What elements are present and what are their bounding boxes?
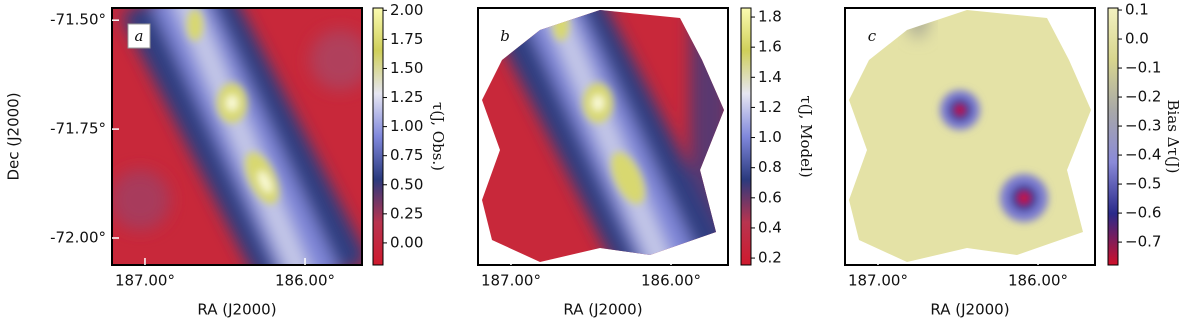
axes-frame — [477, 7, 729, 266]
colorbar-tick-label: 1.25 — [390, 88, 423, 106]
panel-label: c — [868, 27, 877, 45]
colorbar-tick-label: 0.2 — [758, 249, 782, 267]
colorbar-tick-label: 1.8 — [758, 8, 782, 26]
colorbar-tick-label: 1.4 — [758, 68, 782, 86]
x-tick-label: 186.00° — [1008, 272, 1068, 290]
x-axis-label: RA (J2000) — [197, 301, 276, 319]
colorbar-tick-label: −0.5 — [1125, 175, 1161, 193]
panel-label-box — [127, 23, 151, 49]
y-tick-label: -72.00° — [50, 228, 106, 246]
colorbar-label: τ(J, Model) — [797, 95, 815, 177]
colorbar — [1107, 7, 1119, 266]
colorbar-tick-label: 0.50 — [390, 175, 423, 193]
colorbar-tick-label: 2.00 — [390, 1, 423, 19]
colorbar-tick-label: 0.00 — [390, 233, 423, 251]
colorbar-tick-label: −0.7 — [1125, 233, 1161, 251]
colorbar-tick-label: 0.25 — [390, 204, 423, 222]
x-tick-label: 186.00° — [275, 272, 335, 290]
colorbar-tick-label: 1.50 — [390, 59, 423, 77]
map-image — [112, 8, 362, 265]
colorbar-tick-label: 1.00 — [390, 117, 423, 135]
colorbar-tick-label: −0.6 — [1125, 204, 1161, 222]
colorbar — [740, 7, 752, 266]
x-tick-label: 186.00° — [641, 272, 701, 290]
x-tick-label: 187.00° — [848, 272, 908, 290]
colorbar-tick-label: 0.4 — [758, 218, 782, 236]
colorbar-tick-label: 1.75 — [390, 30, 423, 48]
colorbar-tick-label: 0.6 — [758, 188, 782, 206]
x-axis-label: RA (J2000) — [563, 301, 642, 319]
x-tick-label: 187.00° — [115, 272, 175, 290]
colorbar-tick-label: −0.3 — [1125, 117, 1161, 135]
y-tick-label: -71.75° — [50, 120, 106, 138]
map-image — [849, 10, 1091, 262]
axes-frame — [111, 7, 363, 266]
y-axis-label: Dec (J2000) — [5, 92, 23, 180]
y-tick-label: -71.50° — [50, 11, 106, 29]
colorbar-tick-label: 1.6 — [758, 38, 782, 56]
panel-label: b — [500, 27, 510, 45]
colorbar-tick-label: 0.1 — [1125, 1, 1149, 19]
axes-frame — [844, 7, 1096, 266]
x-axis-label: RA (J2000) — [930, 301, 1009, 319]
colorbar-tick-label: 0.8 — [758, 158, 782, 176]
x-tick-label: 187.00° — [481, 272, 541, 290]
colorbar-tick-label: 0.75 — [390, 146, 423, 164]
colorbar — [372, 7, 384, 266]
colorbar-label: τ(J, Obs.) — [429, 102, 447, 171]
panel-label: a — [135, 27, 144, 45]
colorbar-tick-label: −0.4 — [1125, 146, 1161, 164]
colorbar-tick-label: 0.0 — [1125, 30, 1149, 48]
colorbar-tick-label: −0.1 — [1125, 59, 1161, 77]
map-image — [482, 10, 724, 262]
colorbar-tick-label: −0.2 — [1125, 88, 1161, 106]
colorbar-label: Bias Δτ(J) — [1164, 99, 1182, 173]
colorbar-tick-label: 1.2 — [758, 98, 782, 116]
colorbar-tick-label: 1.0 — [758, 128, 782, 146]
